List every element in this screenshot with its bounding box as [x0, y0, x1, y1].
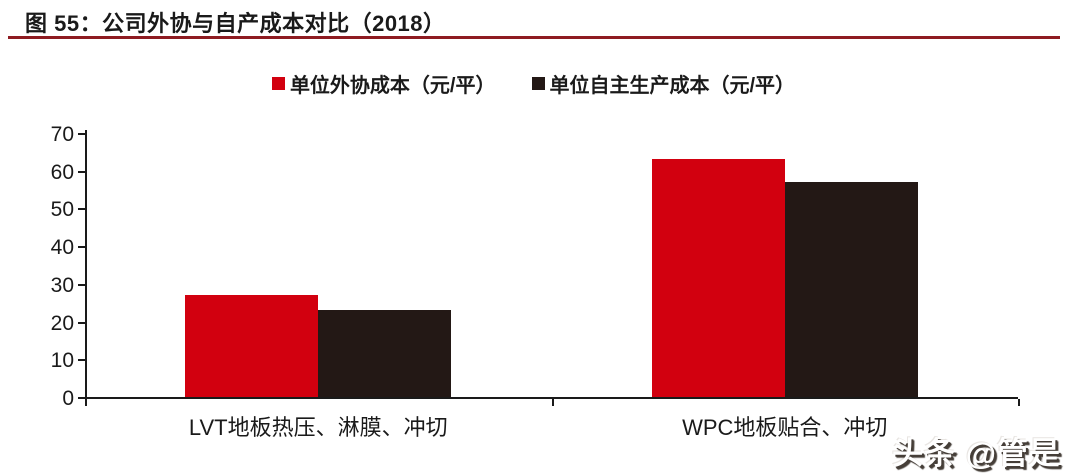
y-axis-tick: [78, 133, 85, 135]
watermark-toutiao: 头条 @管是: [892, 436, 1061, 471]
x-axis-category-label: LVT地板热压、淋膜、冲切: [188, 415, 448, 440]
y-axis-tick-label: 70: [50, 123, 74, 146]
legend-item-0: 单位外协成本（元/平）: [271, 69, 496, 98]
y-axis-tick-label: 60: [50, 160, 74, 184]
chart-title: 图 55：公司外协与自产成本对比（2018）: [25, 11, 446, 36]
bar-outsource-cat1: [651, 159, 785, 397]
bar-outsource-cat0: [185, 295, 319, 397]
y-axis-tick: [78, 246, 85, 249]
y-axis-tick: [78, 359, 85, 362]
y-axis-tick: [78, 170, 85, 173]
y-axis-tick-label: 40: [50, 236, 74, 260]
legend-swatch-icon: [531, 77, 545, 90]
x-axis-tick: [85, 399, 87, 406]
y-axis-tick-label: 50: [50, 198, 74, 222]
x-axis-line: [85, 397, 1018, 399]
legend-item-1: 单位自主生产成本（元/平）: [531, 69, 796, 98]
bar-inhouse-cat1: [784, 182, 918, 397]
legend-label: 单位自主生产成本（元/平）: [549, 75, 796, 97]
title-underline: [8, 36, 1060, 39]
y-axis-tick-label: 10: [50, 349, 74, 373]
legend: 单位外协成本（元/平） 单位自主生产成本（元/平）: [0, 69, 1067, 98]
y-axis-tick-label: 20: [50, 311, 74, 335]
legend-swatch-icon: [271, 77, 285, 90]
x-axis-tick: [1018, 399, 1020, 406]
y-axis-tick: [78, 208, 85, 211]
x-axis-tick: [551, 399, 554, 406]
y-axis-line: [85, 130, 87, 399]
y-axis-tick-label: 0: [62, 387, 74, 410]
y-axis-tick: [78, 397, 85, 399]
bar-inhouse-cat0: [318, 310, 452, 397]
y-axis-tick-label: 30: [50, 273, 74, 297]
x-axis-category-label: WPC地板贴合、冲切: [682, 415, 888, 440]
y-axis-tick: [78, 321, 85, 324]
y-axis-tick: [78, 283, 85, 286]
legend-label: 单位外协成本（元/平）: [289, 75, 496, 97]
